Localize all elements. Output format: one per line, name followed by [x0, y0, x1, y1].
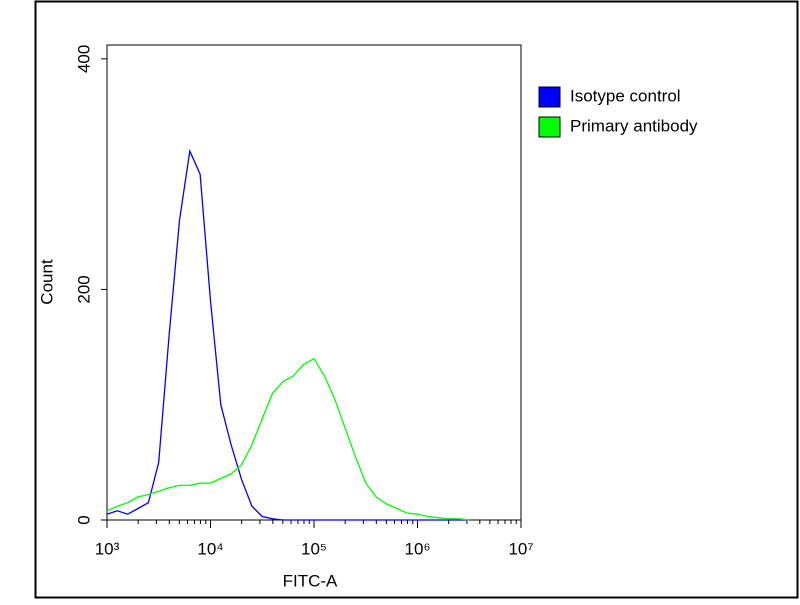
frame: [34, 0, 799, 599]
x-tick-label: 10⁴: [197, 539, 223, 558]
y-tick-label: 200: [74, 275, 93, 303]
legend-label: Primary antibody: [570, 116, 698, 135]
series-line: [106, 357, 470, 521]
x-tick-label: 10⁷: [508, 539, 533, 558]
x-axis-label: FITC-A: [283, 571, 338, 590]
y-axis-label: Count: [37, 259, 56, 305]
y-tick-label: 0: [74, 515, 93, 524]
y-tick-label: 400: [74, 45, 93, 73]
x-tick-label: 10³: [95, 539, 120, 558]
legend-swatch: [538, 86, 561, 108]
plot-area: [106, 44, 522, 521]
series-line: [106, 148, 470, 521]
legend-swatch: [538, 116, 561, 138]
x-tick-label: 10⁵: [301, 539, 327, 558]
legend-label: Isotype control: [570, 86, 681, 105]
x-tick-label: 10⁶: [405, 539, 431, 558]
